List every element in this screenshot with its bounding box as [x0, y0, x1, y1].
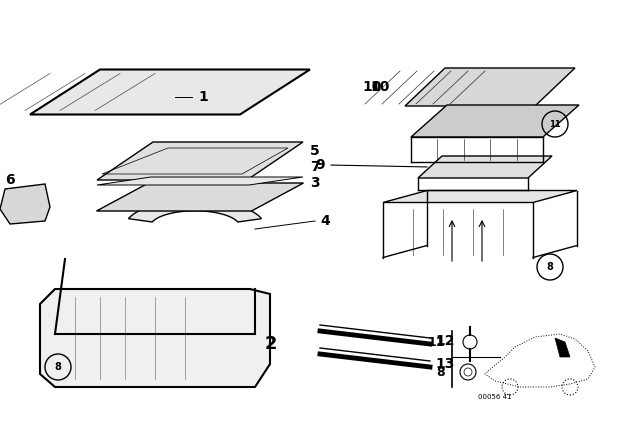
Text: 11: 11	[428, 336, 445, 349]
Polygon shape	[383, 190, 577, 202]
Text: 4: 4	[320, 214, 330, 228]
Text: 13: 13	[435, 357, 454, 371]
Polygon shape	[0, 184, 50, 224]
Text: 12: 12	[435, 334, 454, 348]
Text: 8: 8	[54, 362, 61, 372]
Text: 8: 8	[547, 262, 554, 272]
Text: 10: 10	[371, 80, 390, 94]
Text: 5: 5	[310, 144, 320, 158]
Polygon shape	[97, 177, 303, 185]
Text: 6: 6	[5, 173, 15, 187]
Text: 3: 3	[310, 176, 320, 190]
Polygon shape	[418, 156, 552, 178]
Polygon shape	[97, 142, 303, 180]
Text: 7: 7	[310, 160, 320, 174]
Polygon shape	[129, 200, 262, 222]
Text: 9: 9	[316, 158, 325, 172]
Polygon shape	[97, 183, 303, 211]
Polygon shape	[555, 338, 570, 357]
Text: 10: 10	[363, 80, 382, 94]
Polygon shape	[405, 68, 575, 106]
Polygon shape	[411, 105, 579, 137]
Text: 00056 41: 00056 41	[478, 394, 512, 400]
Text: 11: 11	[549, 120, 561, 129]
Polygon shape	[30, 69, 310, 115]
Text: 2: 2	[265, 335, 278, 353]
Text: 8: 8	[436, 366, 445, 379]
Text: 1: 1	[198, 90, 208, 104]
PathPatch shape	[40, 289, 270, 387]
